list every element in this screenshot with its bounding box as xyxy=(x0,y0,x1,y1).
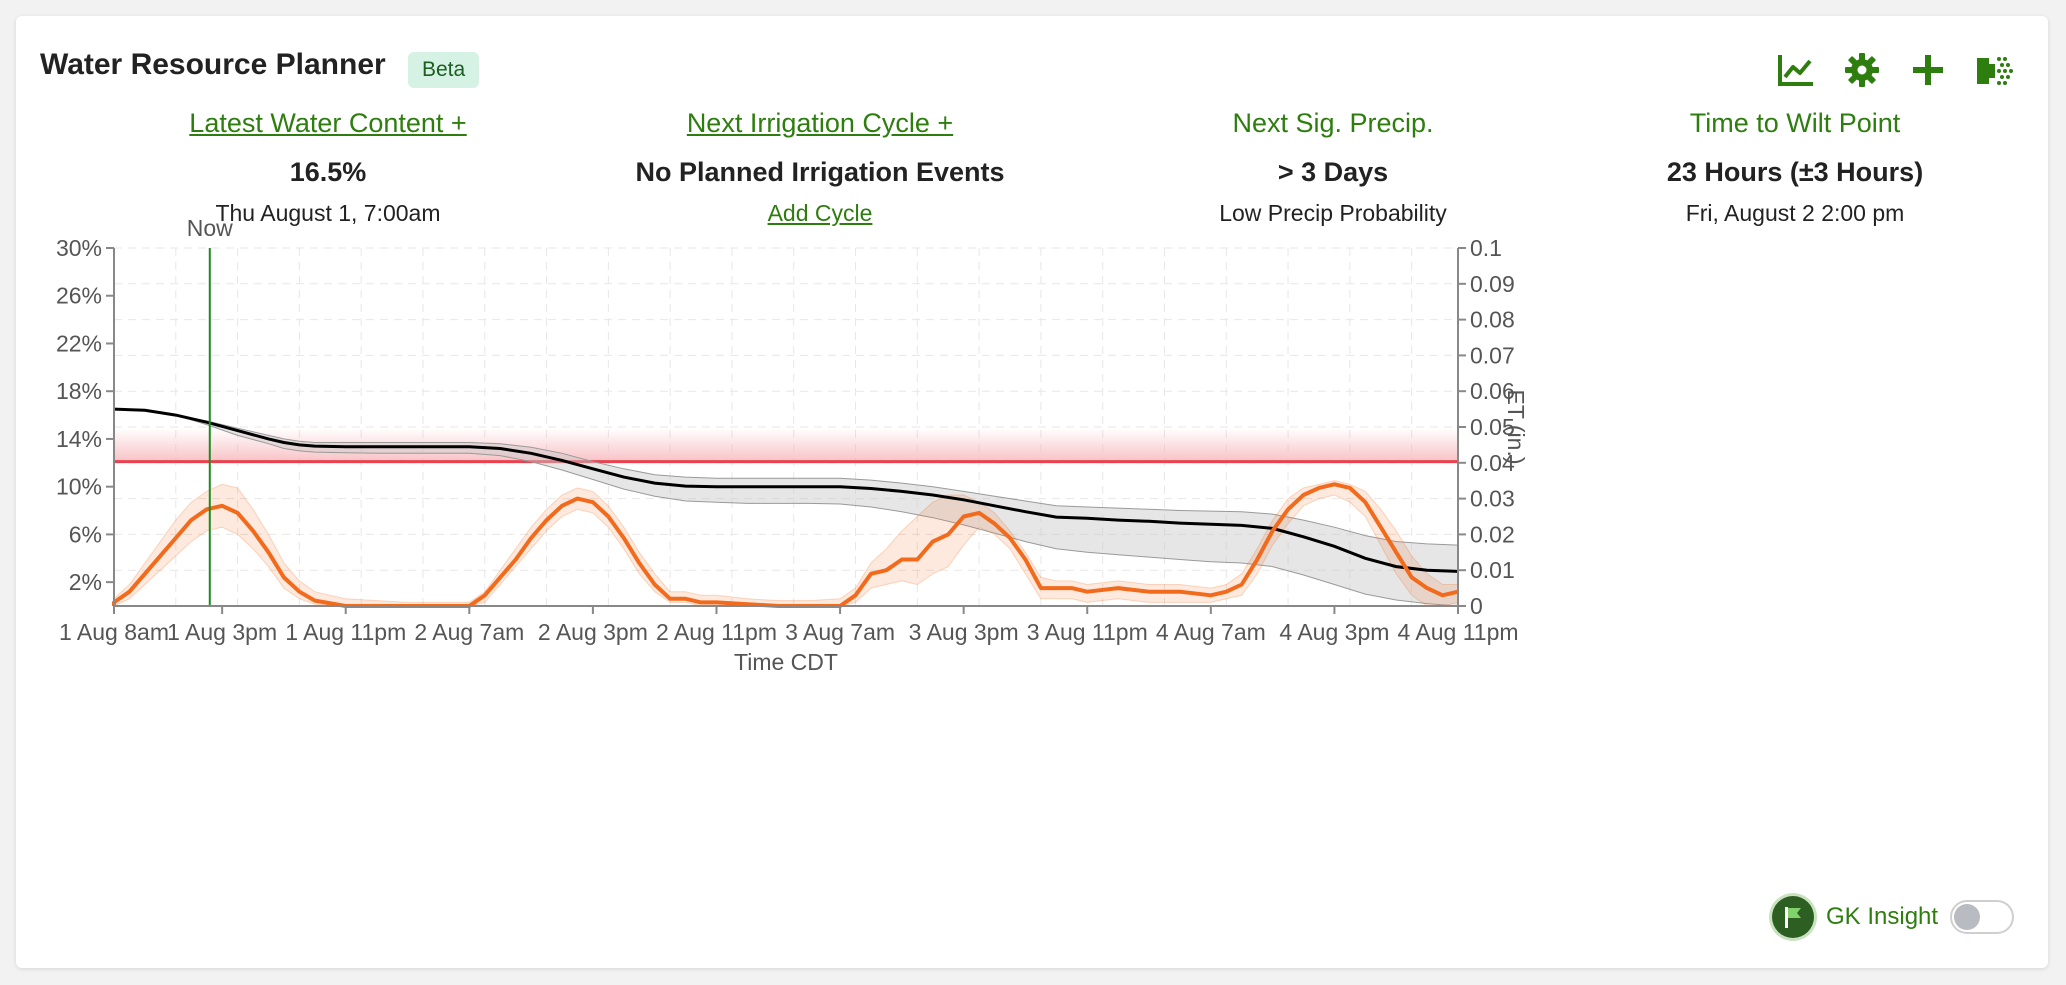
right-tick-label: 0.07 xyxy=(1470,342,1515,368)
gk-insight: GK Insight xyxy=(1772,896,2015,938)
x-tick-label: 2 Aug 7am xyxy=(414,619,524,645)
wilt-value: 23 Hours (±3 Hours) xyxy=(1666,157,1924,187)
metric-irrigation: Next Irrigation Cycle + No Planned Irrig… xyxy=(600,108,1040,227)
toggle-knob xyxy=(1954,904,1981,930)
plus-icon[interactable] xyxy=(1906,48,1950,92)
precip-sub: Low Precip Probability xyxy=(1219,200,1447,226)
left-tick-label: 10% xyxy=(56,474,102,500)
x-tick-label: 1 Aug 3pm xyxy=(167,619,277,645)
x-tick-label: 1 Aug 11pm xyxy=(285,619,406,645)
water-content-value: 16.5% xyxy=(289,157,367,187)
flag-icon[interactable] xyxy=(1772,896,1814,938)
metric-water-content: Latest Water Content + 16.5% Thu August … xyxy=(108,108,548,227)
right-tick-label: 0.1 xyxy=(1470,235,1502,261)
left-tick-label: 30% xyxy=(56,235,102,261)
left-tick-label: 26% xyxy=(56,283,102,309)
add-cycle-link[interactable]: Add Cycle xyxy=(767,200,873,226)
gear-icon[interactable] xyxy=(1840,48,1884,92)
left-tick-label: 2% xyxy=(69,569,102,595)
x-tick-label: 4 Aug 11pm xyxy=(1397,619,1518,645)
next-irrigation-link[interactable]: Next Irrigation Cycle + xyxy=(686,108,954,138)
gk-insight-toggle[interactable] xyxy=(1950,900,2015,934)
now-label: Now xyxy=(187,215,233,241)
left-tick-label: 18% xyxy=(56,378,102,404)
wilt-title: Time to Wilt Point xyxy=(1689,108,1901,138)
x-tick-label: 1 Aug 8am xyxy=(59,619,169,645)
x-tick-label: 4 Aug 7am xyxy=(1156,619,1266,645)
x-tick-label: 3 Aug 7am xyxy=(785,619,895,645)
wilt-zone-band xyxy=(114,428,1458,462)
precip-title: Next Sig. Precip. xyxy=(1232,108,1434,138)
metric-wilt: Time to Wilt Point 23 Hours (±3 Hours) F… xyxy=(1575,108,2015,227)
right-tick-label: 0.02 xyxy=(1470,521,1515,547)
irrigation-value: No Planned Irrigation Events xyxy=(635,157,1005,187)
water-chart: Now 30% 26% 22% 18% 14% 10% 6% 2% 0.1 0.09 0.08 0.0… xyxy=(56,215,1529,675)
chart-line-icon[interactable] xyxy=(1774,48,1818,92)
right-tick-label: 0 xyxy=(1470,593,1483,619)
left-tick-label: 6% xyxy=(69,521,102,547)
water-content-timestamp: Thu August 1, 7:00am xyxy=(215,200,441,226)
x-axis-title: Time CDT xyxy=(734,649,838,675)
beta-badge: Beta xyxy=(408,52,480,88)
toolbar xyxy=(1774,48,2016,92)
right-tick-label: 0.03 xyxy=(1470,486,1515,512)
x-tick-label: 3 Aug 3pm xyxy=(909,619,1019,645)
right-tick-label: 0.06 xyxy=(1470,378,1515,404)
right-tick-label: 0.05 xyxy=(1470,414,1515,440)
x-tick-label: 2 Aug 3pm xyxy=(538,619,648,645)
right-tick-label: 0.04 xyxy=(1470,450,1515,476)
wilt-sub: Fri, August 2 2:00 pm xyxy=(1685,200,1905,226)
left-tick-label: 14% xyxy=(56,426,102,452)
water-content-line xyxy=(113,407,1459,573)
water-planner-card: Water Resource Planner Beta xyxy=(16,16,2048,968)
x-tick-label: 4 Aug 3pm xyxy=(1279,619,1389,645)
x-tick-label: 2 Aug 11pm xyxy=(656,619,777,645)
latest-water-content-link[interactable]: Latest Water Content + xyxy=(189,108,467,138)
metric-precip: Next Sig. Precip. > 3 Days Low Precip Pr… xyxy=(1113,108,1553,227)
right-tick-label: 0.08 xyxy=(1470,307,1515,333)
precip-value: > 3 Days xyxy=(1277,157,1389,187)
page-title: Water Resource Planner xyxy=(40,48,386,81)
right-axis-title: ET (in.) xyxy=(1503,390,1529,465)
left-tick-label: 22% xyxy=(56,330,102,356)
right-tick-label: 0.09 xyxy=(1470,271,1515,297)
export-grid-icon[interactable] xyxy=(1972,48,2016,92)
right-tick-label: 0.01 xyxy=(1470,557,1515,583)
gk-insight-label: GK Insight xyxy=(1826,903,1939,930)
x-tick-label: 3 Aug 11pm xyxy=(1027,619,1148,645)
